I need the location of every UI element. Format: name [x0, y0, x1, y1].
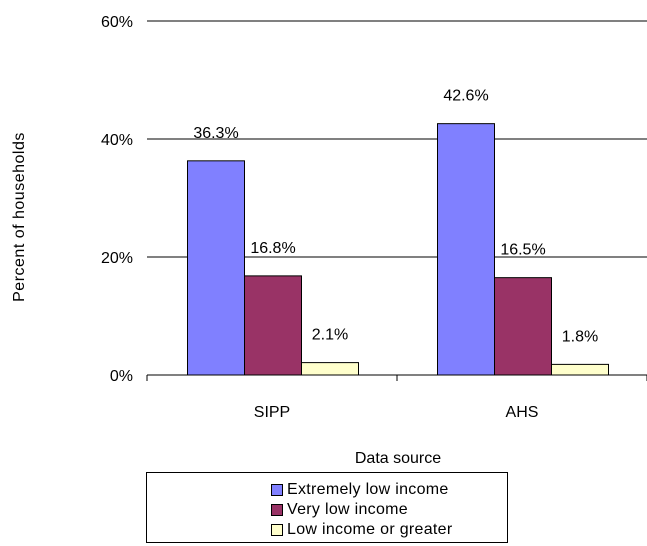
x-axis-ticks: SIPP AHS — [146, 375, 647, 421]
x-axis-label: Data source — [355, 450, 441, 467]
data-label: 42.6% — [443, 88, 488, 105]
bar — [494, 277, 552, 376]
legend-item-very-low: Very low income — [271, 501, 408, 519]
data-label: 1.8% — [562, 328, 598, 345]
y-tick-label: 0% — [110, 368, 133, 385]
legend-swatch — [271, 484, 283, 496]
y-tick-label: 20% — [101, 250, 133, 267]
data-label: 36.3% — [193, 125, 238, 142]
y-axis-label: Percent of households — [11, 132, 28, 302]
bars — [187, 123, 609, 376]
bar — [301, 362, 359, 376]
x-tick-label: AHS — [506, 404, 539, 421]
legend-item-extremely-low: Extremely low income — [271, 481, 449, 499]
y-axis-ticks: 0% 20% 40% 60% — [101, 14, 133, 385]
bar — [244, 275, 302, 376]
data-label: 2.1% — [312, 327, 348, 344]
data-label: 16.8% — [250, 240, 295, 257]
legend: Extremely low income Very low income Low… — [146, 472, 508, 543]
legend-swatch — [271, 524, 283, 536]
x-tick-label: SIPP — [254, 404, 290, 421]
y-tick-label: 60% — [101, 14, 133, 31]
bar — [437, 123, 495, 376]
data-labels: 36.3% 16.8% 2.1% 42.6% 16.5% 1.8% — [193, 88, 598, 346]
legend-item-low-or-greater: Low income or greater — [271, 521, 453, 539]
bar — [551, 363, 609, 376]
legend-label: Low income or greater — [287, 521, 453, 538]
legend-label: Extremely low income — [287, 481, 449, 498]
legend-label: Very low income — [287, 501, 408, 518]
y-tick-label: 40% — [101, 132, 133, 149]
bar — [187, 160, 245, 376]
legend-swatch — [271, 504, 283, 516]
data-label: 16.5% — [500, 242, 545, 259]
